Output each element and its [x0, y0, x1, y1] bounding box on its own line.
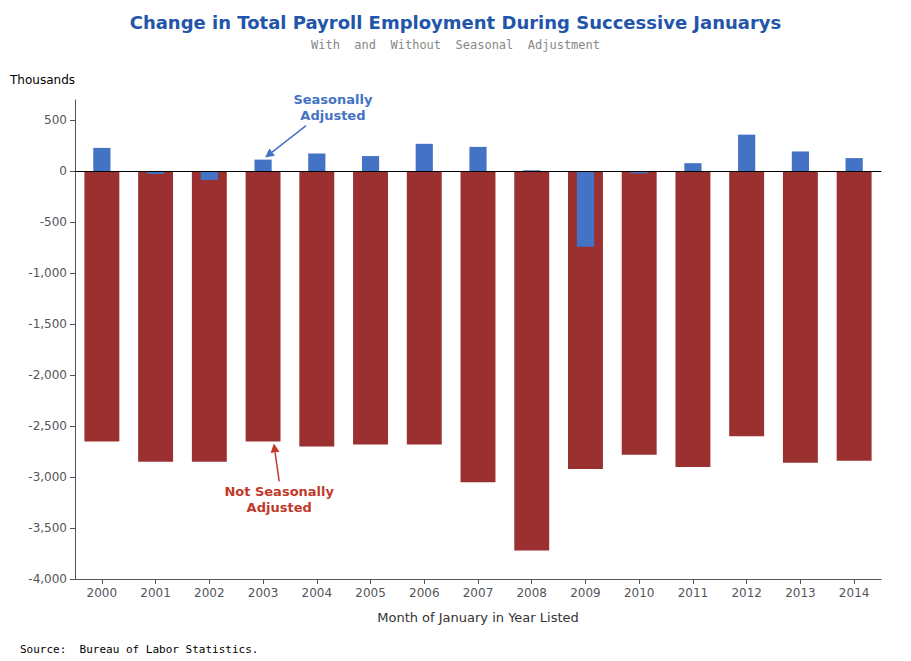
svg-text:Seasonally: Seasonally: [293, 92, 373, 107]
svg-text:Not Seasonally: Not Seasonally: [224, 484, 334, 499]
svg-text:-3,500: -3,500: [28, 521, 67, 535]
svg-text:Month of January in Year Liste: Month of January in Year Listed: [377, 610, 579, 625]
svg-text:-1,500: -1,500: [28, 317, 67, 331]
svg-text:Adjusted: Adjusted: [300, 108, 365, 123]
svg-text:0: 0: [59, 164, 67, 178]
svg-text:2001: 2001: [140, 586, 171, 600]
svg-text:2003: 2003: [248, 586, 279, 600]
svg-text:2011: 2011: [678, 586, 709, 600]
svg-text:Adjusted: Adjusted: [247, 500, 312, 515]
svg-text:-1,000: -1,000: [28, 266, 67, 280]
svg-text:-4,000: -4,000: [28, 572, 67, 586]
svg-text:With and Without Seasonal: With and Without Seasonal Adjustment: [311, 38, 600, 52]
svg-text:2005: 2005: [355, 586, 386, 600]
svg-text:2008: 2008: [516, 586, 547, 600]
svg-text:2004: 2004: [302, 586, 333, 600]
svg-text:Change in Total Payroll Employ: Change in Total Payroll Employment Durin…: [130, 12, 782, 33]
svg-text:Thousands: Thousands: [9, 73, 75, 87]
svg-text:-2,500: -2,500: [28, 419, 67, 433]
svg-text:500: 500: [44, 113, 67, 127]
svg-text:2014: 2014: [839, 586, 870, 600]
svg-text:2013: 2013: [785, 586, 816, 600]
svg-text:2002: 2002: [194, 586, 225, 600]
svg-text:2009: 2009: [570, 586, 601, 600]
svg-text:2000: 2000: [87, 586, 118, 600]
svg-text:2010: 2010: [624, 586, 655, 600]
svg-text:2006: 2006: [409, 586, 440, 600]
svg-text:2012: 2012: [731, 586, 762, 600]
svg-text:2007: 2007: [463, 586, 494, 600]
svg-text:-500: -500: [40, 215, 67, 229]
svg-text:Source: Bureau of Labor Stati: Source: Bureau of Labor Statistics.: [20, 643, 258, 656]
svg-text:-2,000: -2,000: [28, 368, 67, 382]
svg-text:-3,000: -3,000: [28, 470, 67, 484]
